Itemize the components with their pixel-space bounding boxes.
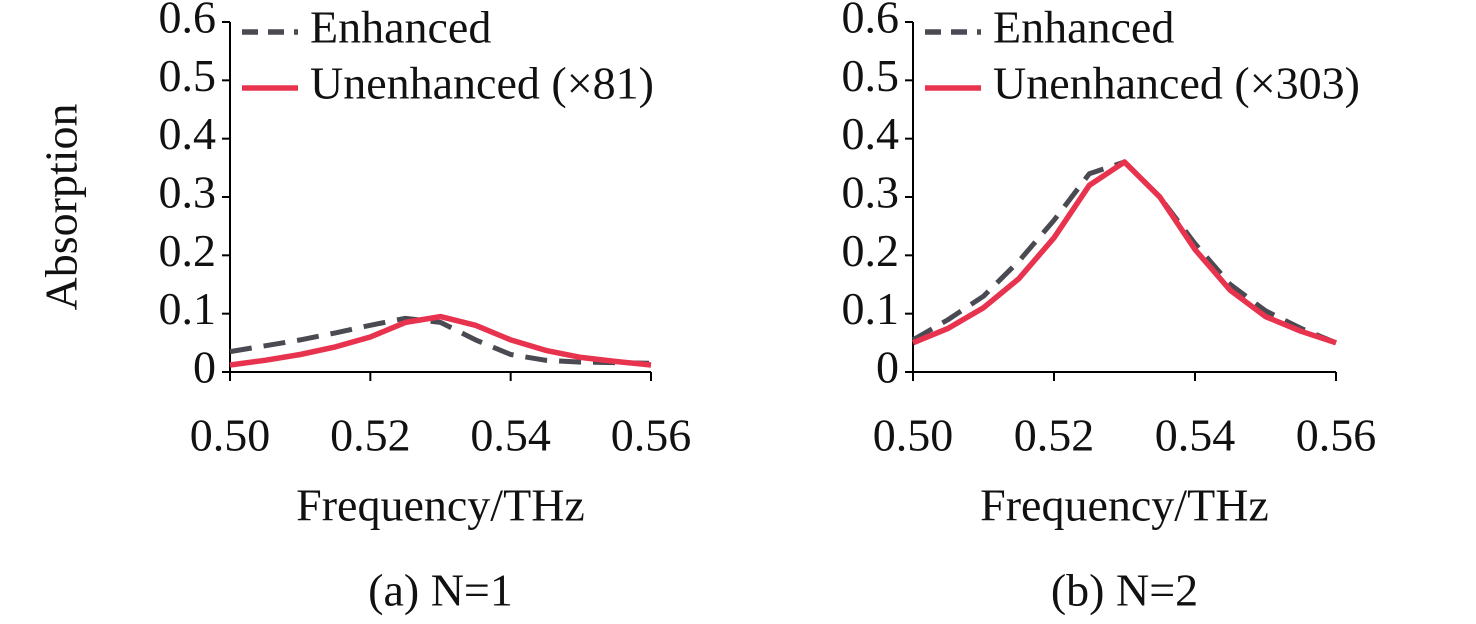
- x-axis-label: Frequency/THz: [980, 480, 1269, 531]
- y-tick-label: 0.2: [159, 225, 217, 276]
- legend-label: Unenhanced (×81): [310, 58, 654, 109]
- y-axis-label: Absorption: [36, 104, 87, 311]
- y-tick-label: 0.5: [159, 50, 217, 101]
- y-tick-label: 0: [193, 342, 216, 393]
- y-tick-label: 0.6: [159, 0, 217, 43]
- caption: (b) N=2: [1051, 565, 1198, 616]
- x-tick-label: 0.54: [470, 410, 551, 461]
- y-tick-label: 0.5: [842, 50, 900, 101]
- y-tick-label: 0.2: [842, 225, 900, 276]
- x-tick-label: 0.52: [1014, 410, 1095, 461]
- y-tick-label: 0: [876, 342, 899, 393]
- x-tick-label: 0.56: [611, 410, 692, 461]
- series-line: [229, 313, 652, 368]
- x-tick-label: 0.52: [330, 410, 411, 461]
- x-tick-label: 0.54: [1155, 410, 1236, 461]
- x-axis-label: Frequency/THz: [296, 480, 585, 531]
- series-line: [911, 159, 1337, 346]
- series-line: [229, 315, 652, 366]
- y-tick-label: 0.4: [159, 108, 217, 159]
- x-tick-label: 0.56: [1296, 410, 1377, 461]
- y-tick-label: 0.1: [842, 283, 900, 334]
- x-tick-label: 0.50: [873, 410, 954, 461]
- y-tick-label: 0.3: [842, 167, 900, 218]
- y-tick-label: 0.1: [159, 283, 217, 334]
- caption: (a) N=1: [368, 565, 513, 616]
- y-tick-label: 0.4: [842, 108, 900, 159]
- series-line: [911, 159, 1337, 346]
- y-tick-label: 0.6: [842, 0, 900, 43]
- legend-label: Enhanced: [993, 2, 1174, 53]
- y-tick-label: 0.3: [159, 167, 217, 218]
- legend-label: Unenhanced (×303): [993, 58, 1360, 109]
- legend-label: Enhanced: [310, 2, 491, 53]
- x-tick-label: 0.50: [190, 410, 271, 461]
